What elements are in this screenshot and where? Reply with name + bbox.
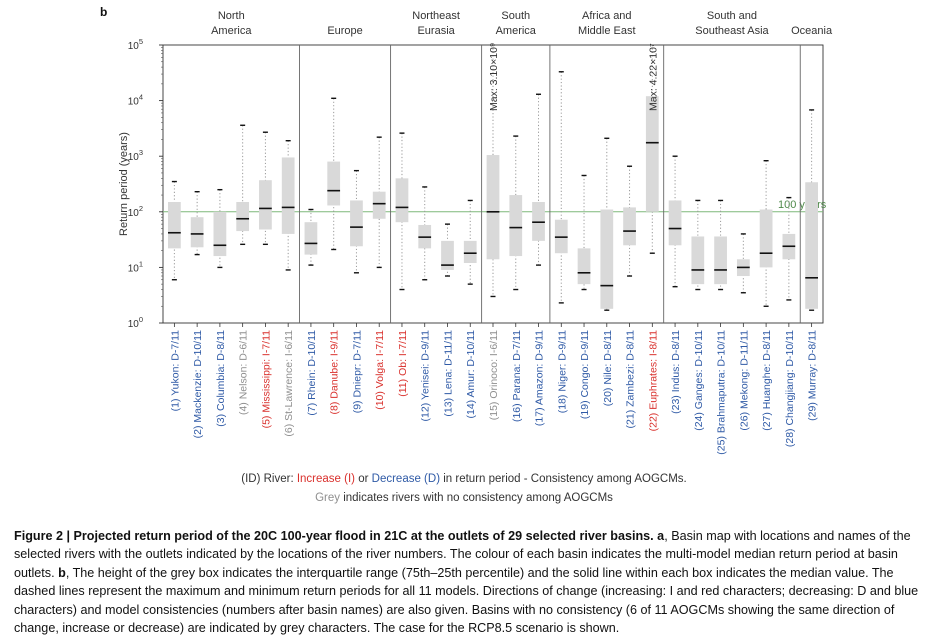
iqr-box: [213, 211, 227, 257]
river-label: (8) Danube: I-9/11: [329, 330, 341, 415]
river-label: (10) Volga: I-7/11: [374, 330, 386, 410]
caption-title: Figure 2 | Projected return period of th…: [14, 529, 665, 543]
river-label: (21) Zambezi: D-8/11: [625, 330, 637, 429]
max-annotation: Max: 3.10×10⁹: [488, 43, 500, 111]
y-tick-exponent: 5: [139, 37, 143, 46]
river-label: (16) Parana: D-7/11: [511, 330, 523, 422]
iqr-box: [236, 202, 250, 232]
y-axis-label: Return period (years): [118, 132, 130, 236]
y-tick-label: 100: [128, 315, 143, 330]
iqr-box: [645, 96, 659, 212]
y-tick-exponent: 2: [139, 204, 143, 213]
y-tick-label: 101: [128, 259, 143, 274]
y-tick-exponent: 4: [139, 93, 143, 102]
legend-grey-suffix: indicates rivers with no consistency amo…: [340, 492, 613, 504]
iqr-box: [577, 248, 591, 285]
river-label: (7) Rhein: D-10/11: [306, 330, 318, 416]
iqr-box: [805, 182, 818, 309]
river-label: (22) Euphrates: I-8/11: [647, 330, 659, 432]
iqr-box: [350, 200, 363, 247]
y-tick-label: 105: [128, 37, 143, 52]
caption-panel-b: b: [58, 565, 66, 580]
iqr-box: [623, 207, 636, 246]
iqr-box: [168, 202, 181, 249]
river-label: (27) Huanghe: D-8/11: [761, 330, 773, 431]
iqr-box: [395, 178, 409, 223]
river-label: (11) Ob: I-7/11: [397, 330, 409, 397]
river-label: (15) Orinoco: I-6/11: [488, 330, 500, 420]
river-label: (24) Ganges: D-10/11: [693, 330, 705, 431]
river-label: (6) St-Lawrence: I-6/11: [283, 330, 295, 437]
iqr-box: [759, 209, 773, 268]
river-label: (20) Nile: D-8/11: [602, 330, 614, 406]
reference-line-label: 100 years: [778, 199, 827, 211]
iqr-box: [714, 236, 727, 285]
river-label: (18) Niger: D-9/11: [556, 330, 568, 413]
region-title: Oceania: [791, 25, 833, 37]
river-label: (12) Yenisei: D-9/11: [420, 330, 432, 422]
legend-increase: Increase (I): [296, 473, 356, 485]
iqr-box: [190, 217, 204, 248]
river-label: (23) Indus: D-8/11: [670, 330, 682, 414]
caption-text-2: , The height of the grey box indicates t…: [14, 565, 919, 636]
region-title: Europe: [327, 25, 362, 37]
legend-prefix: (ID) River:: [241, 473, 297, 485]
iqr-box: [486, 155, 500, 260]
iqr-box: [463, 240, 477, 263]
river-label: (14) Amur: D-10/11: [465, 330, 477, 419]
iqr-box: [281, 157, 295, 234]
region-title: North: [218, 10, 245, 22]
iqr-box: [691, 236, 705, 285]
region-title: Africa and: [582, 10, 632, 22]
panel-label: b: [100, 5, 107, 19]
river-label: (13) Lena: D-11/11: [442, 330, 454, 417]
iqr-box: [372, 191, 386, 219]
region-title: South: [501, 10, 530, 22]
region-title: Middle East: [578, 25, 635, 37]
river-label: (4) Nelson: D-6/11: [238, 330, 250, 415]
legend-grey: Grey: [315, 492, 340, 504]
river-label: (9) Dniepr: D-7/11: [351, 330, 363, 413]
legend-line-1: (ID) River: Increase (I) or Decrease (D)…: [0, 473, 928, 485]
iqr-box: [259, 180, 272, 230]
y-tick-exponent: 0: [139, 315, 143, 324]
region-title: Eurasia: [417, 25, 455, 37]
iqr-box: [441, 240, 454, 270]
river-label: (1) Yukon: D-7/11: [169, 330, 181, 411]
iqr-box: [509, 195, 523, 257]
region-title: Southeast Asia: [695, 25, 769, 37]
max-annotation: Max: 4.22×10⁷: [647, 43, 659, 111]
river-label: (28) Changjiang: D-10/11: [784, 330, 796, 447]
river-label: (26) Mekong: D-11/11: [738, 330, 750, 431]
legend-decrease: Decrease (D): [371, 473, 441, 485]
legend-suffix: in return period - Consistency among AOG…: [440, 473, 687, 485]
figure-caption: Figure 2 | Projected return period of th…: [14, 527, 920, 637]
region-title: America: [211, 25, 252, 37]
river-label: (2) Mackenzie: D-10/11: [192, 330, 204, 439]
river-label: (19) Congo: D-9/11: [579, 330, 591, 419]
region-title: Northeast: [412, 10, 460, 22]
river-label: (25) Brahmaputra: D-10/11: [716, 330, 728, 455]
y-tick-exponent: 1: [139, 259, 143, 268]
caption-text-1: , Basin map with locations and names of …: [14, 529, 911, 580]
river-label: (17) Amazon: D-9/11: [534, 330, 546, 426]
y-tick-label: 104: [128, 93, 143, 108]
y-tick-exponent: 3: [139, 148, 143, 157]
legend-line-2: Grey indicates rivers with no consistenc…: [0, 492, 928, 504]
region-title: South and: [707, 10, 757, 22]
river-label: (3) Columbia: D-8/11: [215, 330, 227, 427]
iqr-box: [600, 209, 614, 309]
river-label: (29) Murray: D-8/11: [807, 330, 819, 421]
river-label: (5) Mississippi: I-7/11: [260, 330, 272, 429]
iqr-box: [327, 161, 341, 206]
iqr-box: [304, 222, 318, 255]
iqr-box: [668, 200, 682, 246]
legend-or: or: [355, 473, 372, 485]
region-title: America: [496, 25, 537, 37]
